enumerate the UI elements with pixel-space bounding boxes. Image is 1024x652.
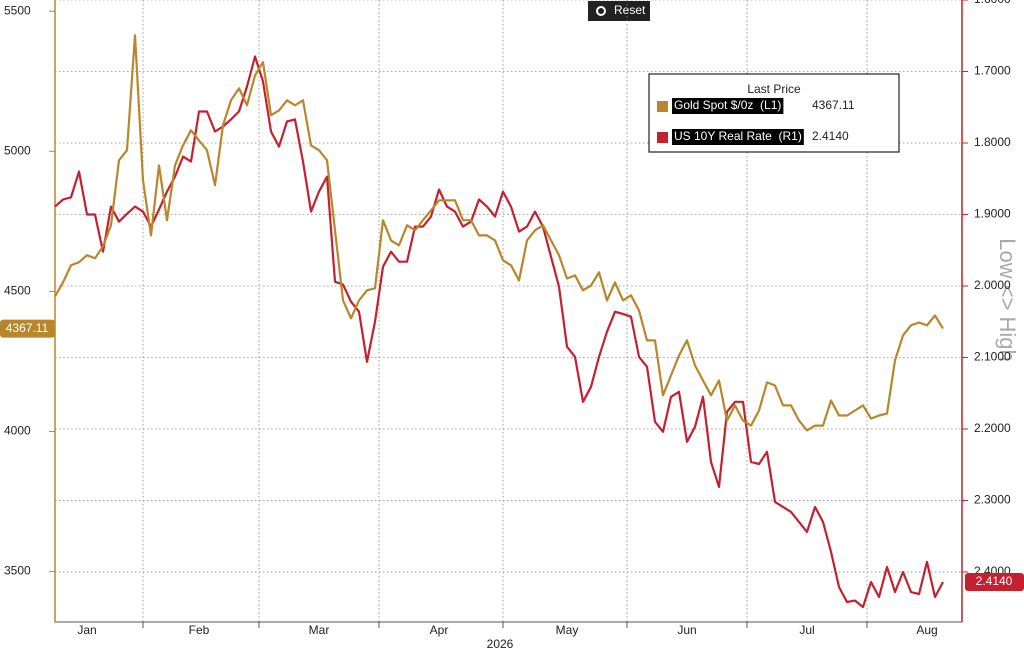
last-price-tag: 4367.11 xyxy=(0,319,55,338)
x-tick-label: Apr xyxy=(430,623,449,637)
legend-swatch xyxy=(657,101,668,112)
y2-tick-label: 2.0000 xyxy=(974,278,1011,292)
reset-button[interactable]: Reset xyxy=(588,1,650,21)
x-tick-label: Jan xyxy=(77,623,96,637)
reset-icon[interactable] xyxy=(596,6,606,16)
y-tick-label: 5000 xyxy=(4,143,31,157)
y2-tick-label: 2.1000 xyxy=(974,350,1011,364)
y-tick-label: 3500 xyxy=(4,564,31,578)
legend-name-bg xyxy=(672,129,804,145)
y2-tick-label: 1.8000 xyxy=(974,135,1011,149)
y2-axis-label: Low <> High xyxy=(995,238,1020,362)
legend-name-bg xyxy=(672,98,784,114)
x-tick-label: Jun xyxy=(677,623,696,637)
legend-name: US 10Y Real Rate (R1) xyxy=(674,129,802,143)
x-tick-label: Aug xyxy=(916,623,937,637)
legend-value: 4367.11 xyxy=(812,98,855,112)
last-price-tag-bg xyxy=(0,319,55,338)
x-axis-label: 2026 xyxy=(487,637,514,651)
last-price-tag: 2.4140 xyxy=(965,572,1024,591)
series-line xyxy=(54,55,944,609)
y2-tick-label: 2.2000 xyxy=(974,421,1011,435)
y-tick-label: 5500 xyxy=(4,3,31,17)
y2-tick-label: 1.9000 xyxy=(974,207,1011,221)
last-price-tag-label: 2.4140 xyxy=(976,574,1013,588)
y-tick-label: 4500 xyxy=(4,284,31,298)
last-price-tag-label: 4367.11 xyxy=(6,321,49,335)
x-tick-label: Jul xyxy=(799,623,814,637)
legend-name: Gold Spot $/0z (L1) xyxy=(674,98,781,112)
x-tick-label: Feb xyxy=(189,623,210,637)
x-tick-label: Mar xyxy=(309,623,330,637)
reset-label[interactable]: Reset xyxy=(614,3,646,17)
series-line xyxy=(54,34,944,432)
reset-button-bg[interactable] xyxy=(588,1,650,21)
legend-swatch xyxy=(657,132,668,143)
y2-tick-label: 2.3000 xyxy=(974,493,1011,507)
x-tick-label: May xyxy=(556,623,579,637)
y2-tick-label: 1.7000 xyxy=(974,64,1011,78)
legend: Last Price Gold Spot $/0z (L1) 4367.11 US 1… xyxy=(648,73,900,153)
y2-tick-label: 1.6000 xyxy=(974,0,1011,6)
legend-title: Last Price xyxy=(747,82,801,96)
y-tick-label: 4000 xyxy=(4,424,31,438)
last-price-tag-bg xyxy=(965,572,1024,591)
legend-value: 2.4140 xyxy=(812,129,849,143)
